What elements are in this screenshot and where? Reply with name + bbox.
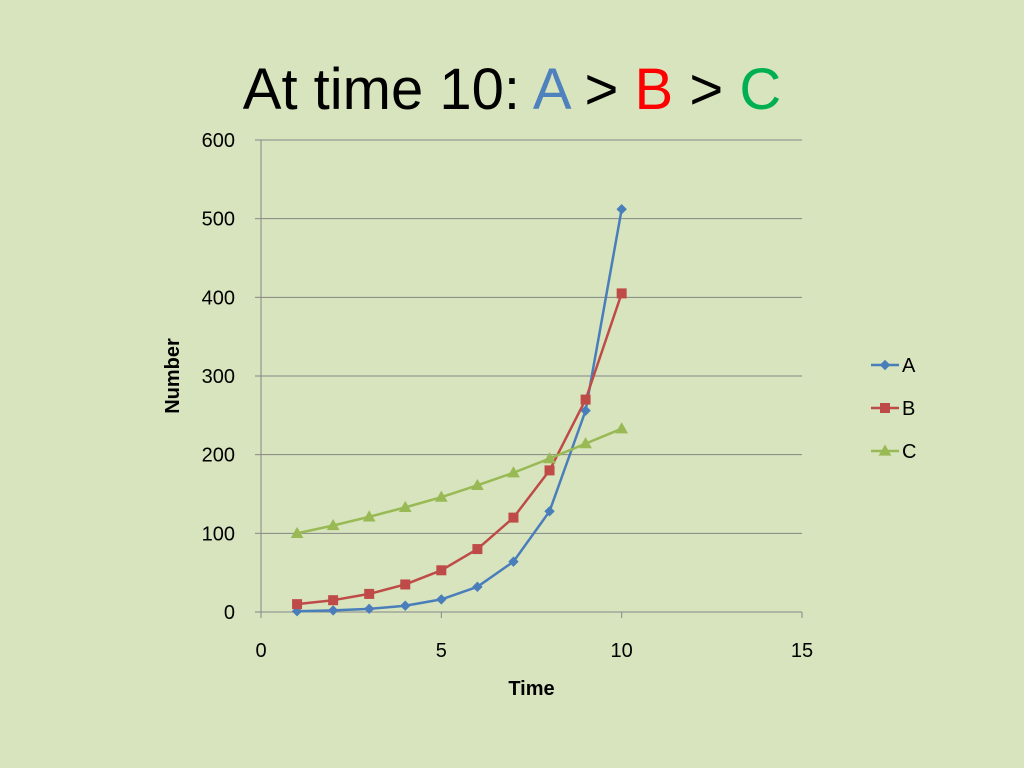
title-separator-1: > [568, 57, 635, 122]
point-a-7 [508, 556, 519, 567]
point-a-2 [327, 605, 339, 616]
series-line-b [296, 292, 623, 606]
point-b-8 [544, 465, 555, 476]
legend-marker-a [879, 359, 891, 371]
tick-labels: 0 100 200 300 400 500 600 0 5 10 15 [202, 130, 814, 662]
point-c-10 [615, 422, 629, 434]
y-axis-title: Number [162, 338, 184, 414]
legend-marker-b [880, 403, 890, 413]
legend-marker-c [878, 444, 892, 456]
y-tick-label-100: 100 [202, 523, 235, 545]
y-tick-label-0: 0 [224, 602, 235, 624]
x-axis-title: Time [508, 678, 554, 700]
series-a [291, 204, 627, 617]
title-letter-a: A [532, 57, 569, 122]
point-a-6 [472, 581, 483, 593]
legend-label-b: B [902, 398, 915, 420]
y-tick-label-400: 400 [202, 287, 235, 309]
point-a-4 [400, 600, 411, 611]
title-letter-b: B [634, 57, 674, 122]
point-b-7 [508, 512, 519, 523]
x-tick-label-15: 15 [791, 640, 813, 662]
point-c-5 [434, 490, 448, 502]
point-b-4 [400, 579, 411, 590]
title-separator-2: > [673, 57, 740, 122]
point-c-4 [398, 500, 412, 512]
point-a-3 [363, 603, 375, 615]
x-tick-label-10: 10 [611, 640, 633, 662]
point-a-9 [580, 405, 591, 416]
point-c-7 [507, 466, 520, 478]
legend: ABC [871, 355, 916, 463]
point-a-5 [436, 594, 447, 605]
point-b-1 [292, 599, 303, 610]
point-c-9 [579, 437, 592, 449]
x-tick-label-0: 0 [255, 640, 266, 662]
gridlines [261, 139, 802, 534]
slide-title: At time 10: A > B > C [0, 52, 1024, 128]
point-c-1 [290, 526, 304, 538]
point-b-10 [616, 288, 627, 299]
series-lines [290, 204, 629, 617]
series-line-a [297, 209, 623, 613]
point-b-5 [436, 565, 447, 576]
series-line-c [296, 427, 623, 535]
title-letter-c: C [739, 57, 782, 122]
y-tick-label-200: 200 [202, 445, 235, 467]
legend-label-a: A [902, 355, 916, 377]
series-b [292, 288, 627, 610]
point-c-6 [471, 478, 484, 490]
y-tick-label-600: 600 [202, 130, 235, 152]
point-b-6 [472, 544, 483, 555]
point-c-8 [543, 452, 556, 464]
point-b-3 [364, 588, 375, 599]
point-a-10 [616, 204, 627, 215]
point-c-3 [362, 510, 376, 522]
point-b-2 [328, 595, 339, 606]
legend-item-a: A [871, 355, 916, 377]
point-b-9 [580, 394, 591, 405]
title-prefix: At time 10: [242, 57, 533, 122]
y-tick-label-500: 500 [202, 209, 235, 231]
point-a-8 [544, 506, 555, 517]
series-c [290, 422, 629, 538]
legend-item-c: C [871, 441, 916, 463]
y-tick-label-300: 300 [202, 366, 235, 388]
legend-item-b: B [871, 398, 915, 420]
x-tick-label-5: 5 [436, 640, 447, 662]
legend-label-c: C [902, 441, 916, 463]
point-c-2 [326, 518, 340, 531]
